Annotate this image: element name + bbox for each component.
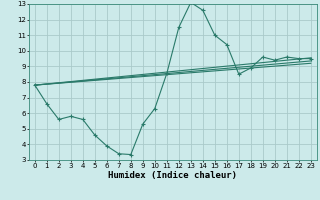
X-axis label: Humidex (Indice chaleur): Humidex (Indice chaleur) xyxy=(108,171,237,180)
